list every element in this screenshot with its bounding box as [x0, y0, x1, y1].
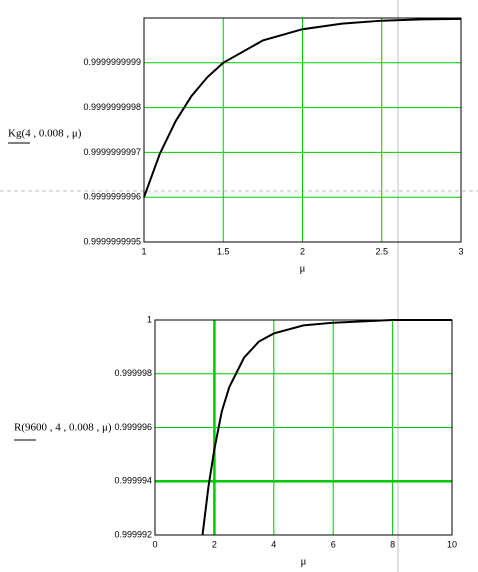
y-tick-label: 0.9999999996	[83, 192, 141, 202]
y-tick-label: 1	[147, 314, 152, 324]
y-axis-label: Kg(4 , 0.008 , μ)	[8, 128, 82, 140]
x-tick-label: 4	[271, 539, 276, 549]
x-tick-label: 2	[212, 539, 217, 549]
curve	[143, 17, 462, 198]
curve	[201, 319, 452, 536]
y-tick-label: 0.9999999995	[83, 236, 141, 246]
x-tick-label: 2.5	[375, 246, 388, 256]
y-tick-label: 0.9999999997	[83, 147, 141, 157]
y-tick-label: 0.999994	[114, 476, 152, 486]
y-tick-label: 0.9999999999	[83, 57, 141, 67]
x-axis-label: μ	[301, 556, 307, 568]
x-tick-label: 3	[458, 246, 463, 256]
y-tick-label: 0.999992	[114, 529, 152, 539]
y-axis-label: R(9600 , 4 , 0.008 , μ)	[14, 422, 112, 434]
x-tick-label: 6	[331, 539, 336, 549]
y-tick-label: 0.9999999998	[83, 102, 141, 112]
plot-frame	[143, 17, 462, 243]
x-tick-label: 2	[300, 246, 305, 256]
y-tick-label: 0.999998	[114, 368, 152, 378]
plot-frame	[154, 319, 453, 536]
x-tick-label: 1	[141, 246, 146, 256]
x-tick-label: 1.5	[217, 246, 230, 256]
x-tick-label: 10	[447, 539, 457, 549]
x-axis-label: μ	[300, 263, 306, 275]
x-tick-label: 8	[390, 539, 395, 549]
y-tick-label: 0.999996	[114, 422, 152, 432]
x-tick-label: 0	[152, 539, 157, 549]
